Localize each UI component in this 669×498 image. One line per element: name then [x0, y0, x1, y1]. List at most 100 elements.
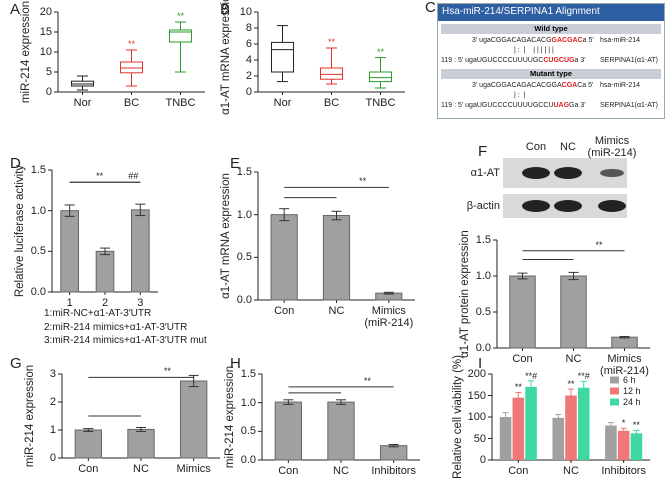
sequence: a 5'	[582, 37, 594, 44]
bar	[565, 395, 577, 460]
blot-band	[522, 167, 550, 179]
alignment-title: Hsa-miR-214/SERPINA1 Alignment	[438, 4, 664, 21]
significance: **	[595, 239, 603, 250]
sequence: 3' ugaCGGACAGACACGGA	[472, 82, 562, 89]
bar	[327, 401, 355, 461]
sequence-name: hsa-miR-214	[600, 37, 641, 44]
sequence: a 3'	[574, 57, 586, 64]
y-tick-label: 0.0	[240, 454, 256, 466]
box	[119, 61, 144, 74]
y-tick-label: 1	[49, 424, 56, 436]
significance: **	[363, 375, 371, 386]
sequence-name: SERPINA1(α1-AT)	[600, 57, 658, 64]
y-axis-title: α1-AT mRNA expression	[220, 173, 232, 299]
binding-site: CUGCUG	[543, 57, 575, 64]
y-tick-label: 0.0	[475, 342, 491, 354]
bar	[605, 425, 617, 460]
y-tick-label: 1.5	[236, 166, 252, 178]
sequence: Ca 5'	[577, 82, 594, 89]
significance: **	[376, 46, 385, 57]
legend-note: 3:miR-214 mimics+α1-AT-3′UTR mut	[44, 335, 207, 346]
panel-label: G	[10, 355, 22, 372]
panel-label: I	[478, 355, 483, 372]
y-axis-title: Relative luciferase activity	[14, 164, 26, 298]
bar	[577, 387, 590, 460]
x-tick-label: Mimics	[176, 463, 211, 475]
significance: **	[359, 176, 367, 187]
x-tick-label: 1	[66, 297, 73, 309]
y-axis-title: miR-214 expression	[20, 0, 32, 104]
panel-label: C	[425, 0, 436, 16]
legend-note: 1:miR-NC+α1-AT-3′UTR	[44, 308, 152, 319]
bar	[560, 275, 587, 349]
bar	[274, 401, 302, 461]
sequence: 3' ugaCGGACAGACACG	[472, 37, 552, 44]
x-tick-label: NC	[333, 465, 349, 477]
legend-note: 2:miR-214 mimics+α1-AT-3′UTR	[44, 321, 188, 333]
x-tick-label: NC	[133, 463, 149, 475]
box	[368, 71, 393, 83]
lane-label: NC	[560, 141, 576, 153]
bar	[95, 250, 115, 293]
box	[270, 41, 295, 73]
alignment-panel: Hsa-miR-214/SERPINA1 Alignment Wild type…	[437, 3, 665, 119]
seed-site: CGA	[561, 82, 578, 89]
significance: **	[514, 382, 522, 393]
bar	[60, 210, 79, 293]
sequence: 119 : 5' ugaUGUCCCCUUUUGC	[441, 57, 544, 64]
panel-label: F	[478, 143, 488, 160]
bar	[74, 429, 102, 459]
panel-label: A	[10, 1, 21, 18]
bar	[611, 336, 638, 349]
y-axis-title: miR-214 expression	[24, 364, 36, 468]
y-tick-label: 0.5	[30, 245, 46, 258]
bar	[552, 417, 565, 460]
x-tick-label: 3	[137, 297, 144, 309]
y-axis-title: miR-214 expression	[224, 365, 236, 469]
sequence-name: hsa-miR-214	[600, 82, 641, 89]
x-tick-label: NC	[565, 353, 582, 365]
box	[319, 67, 344, 80]
x-tick-label: NC	[563, 465, 579, 477]
blot-label: α1-AT	[470, 167, 500, 179]
x-tick-label: TNBC	[165, 97, 196, 109]
blot-band	[600, 169, 624, 177]
blot-band	[522, 200, 550, 212]
y-tick-label: 1.0	[475, 270, 491, 282]
x-tick-label: BC	[123, 97, 140, 109]
bar	[131, 209, 150, 293]
lane-label: Con	[525, 141, 547, 153]
y-tick-label: 3	[49, 368, 56, 380]
y-tick-label: 6	[245, 38, 252, 50]
y-axis-title: Relative cell viability (%)	[452, 355, 464, 479]
y-tick-label: 1.0	[240, 396, 256, 409]
bar	[630, 433, 643, 460]
bar	[180, 380, 208, 459]
y-tick-label: 1.5	[240, 368, 256, 380]
x-tick-label: Con	[278, 465, 299, 477]
y-tick-label: 0.5	[240, 425, 256, 438]
panel-label: D	[10, 155, 21, 172]
section-header: Mutant type	[441, 69, 661, 79]
bar	[499, 417, 512, 460]
significance: **	[163, 366, 171, 377]
x-tick-label: Con	[274, 305, 295, 317]
y-tick-label: 15	[39, 26, 52, 38]
significance: **	[96, 171, 104, 182]
x-tick-label: Con	[512, 353, 533, 365]
legend-label: 12 h	[623, 386, 641, 396]
y-axis-title: α1-AT protein expression	[459, 230, 471, 358]
y-tick-label: 1.0	[236, 208, 252, 221]
legend-swatch	[610, 398, 619, 406]
y-tick-label: 0.5	[475, 306, 491, 318]
panel-label: E	[230, 155, 241, 172]
y-tick-label: 0.0	[236, 294, 252, 306]
x-tick-label: Inhibitors	[371, 465, 416, 477]
y-tick-label: 10	[39, 46, 52, 58]
y-tick-label: 50	[473, 432, 486, 445]
bar	[127, 428, 155, 459]
y-tick-label: 150	[467, 389, 486, 402]
blot-band	[598, 200, 626, 212]
